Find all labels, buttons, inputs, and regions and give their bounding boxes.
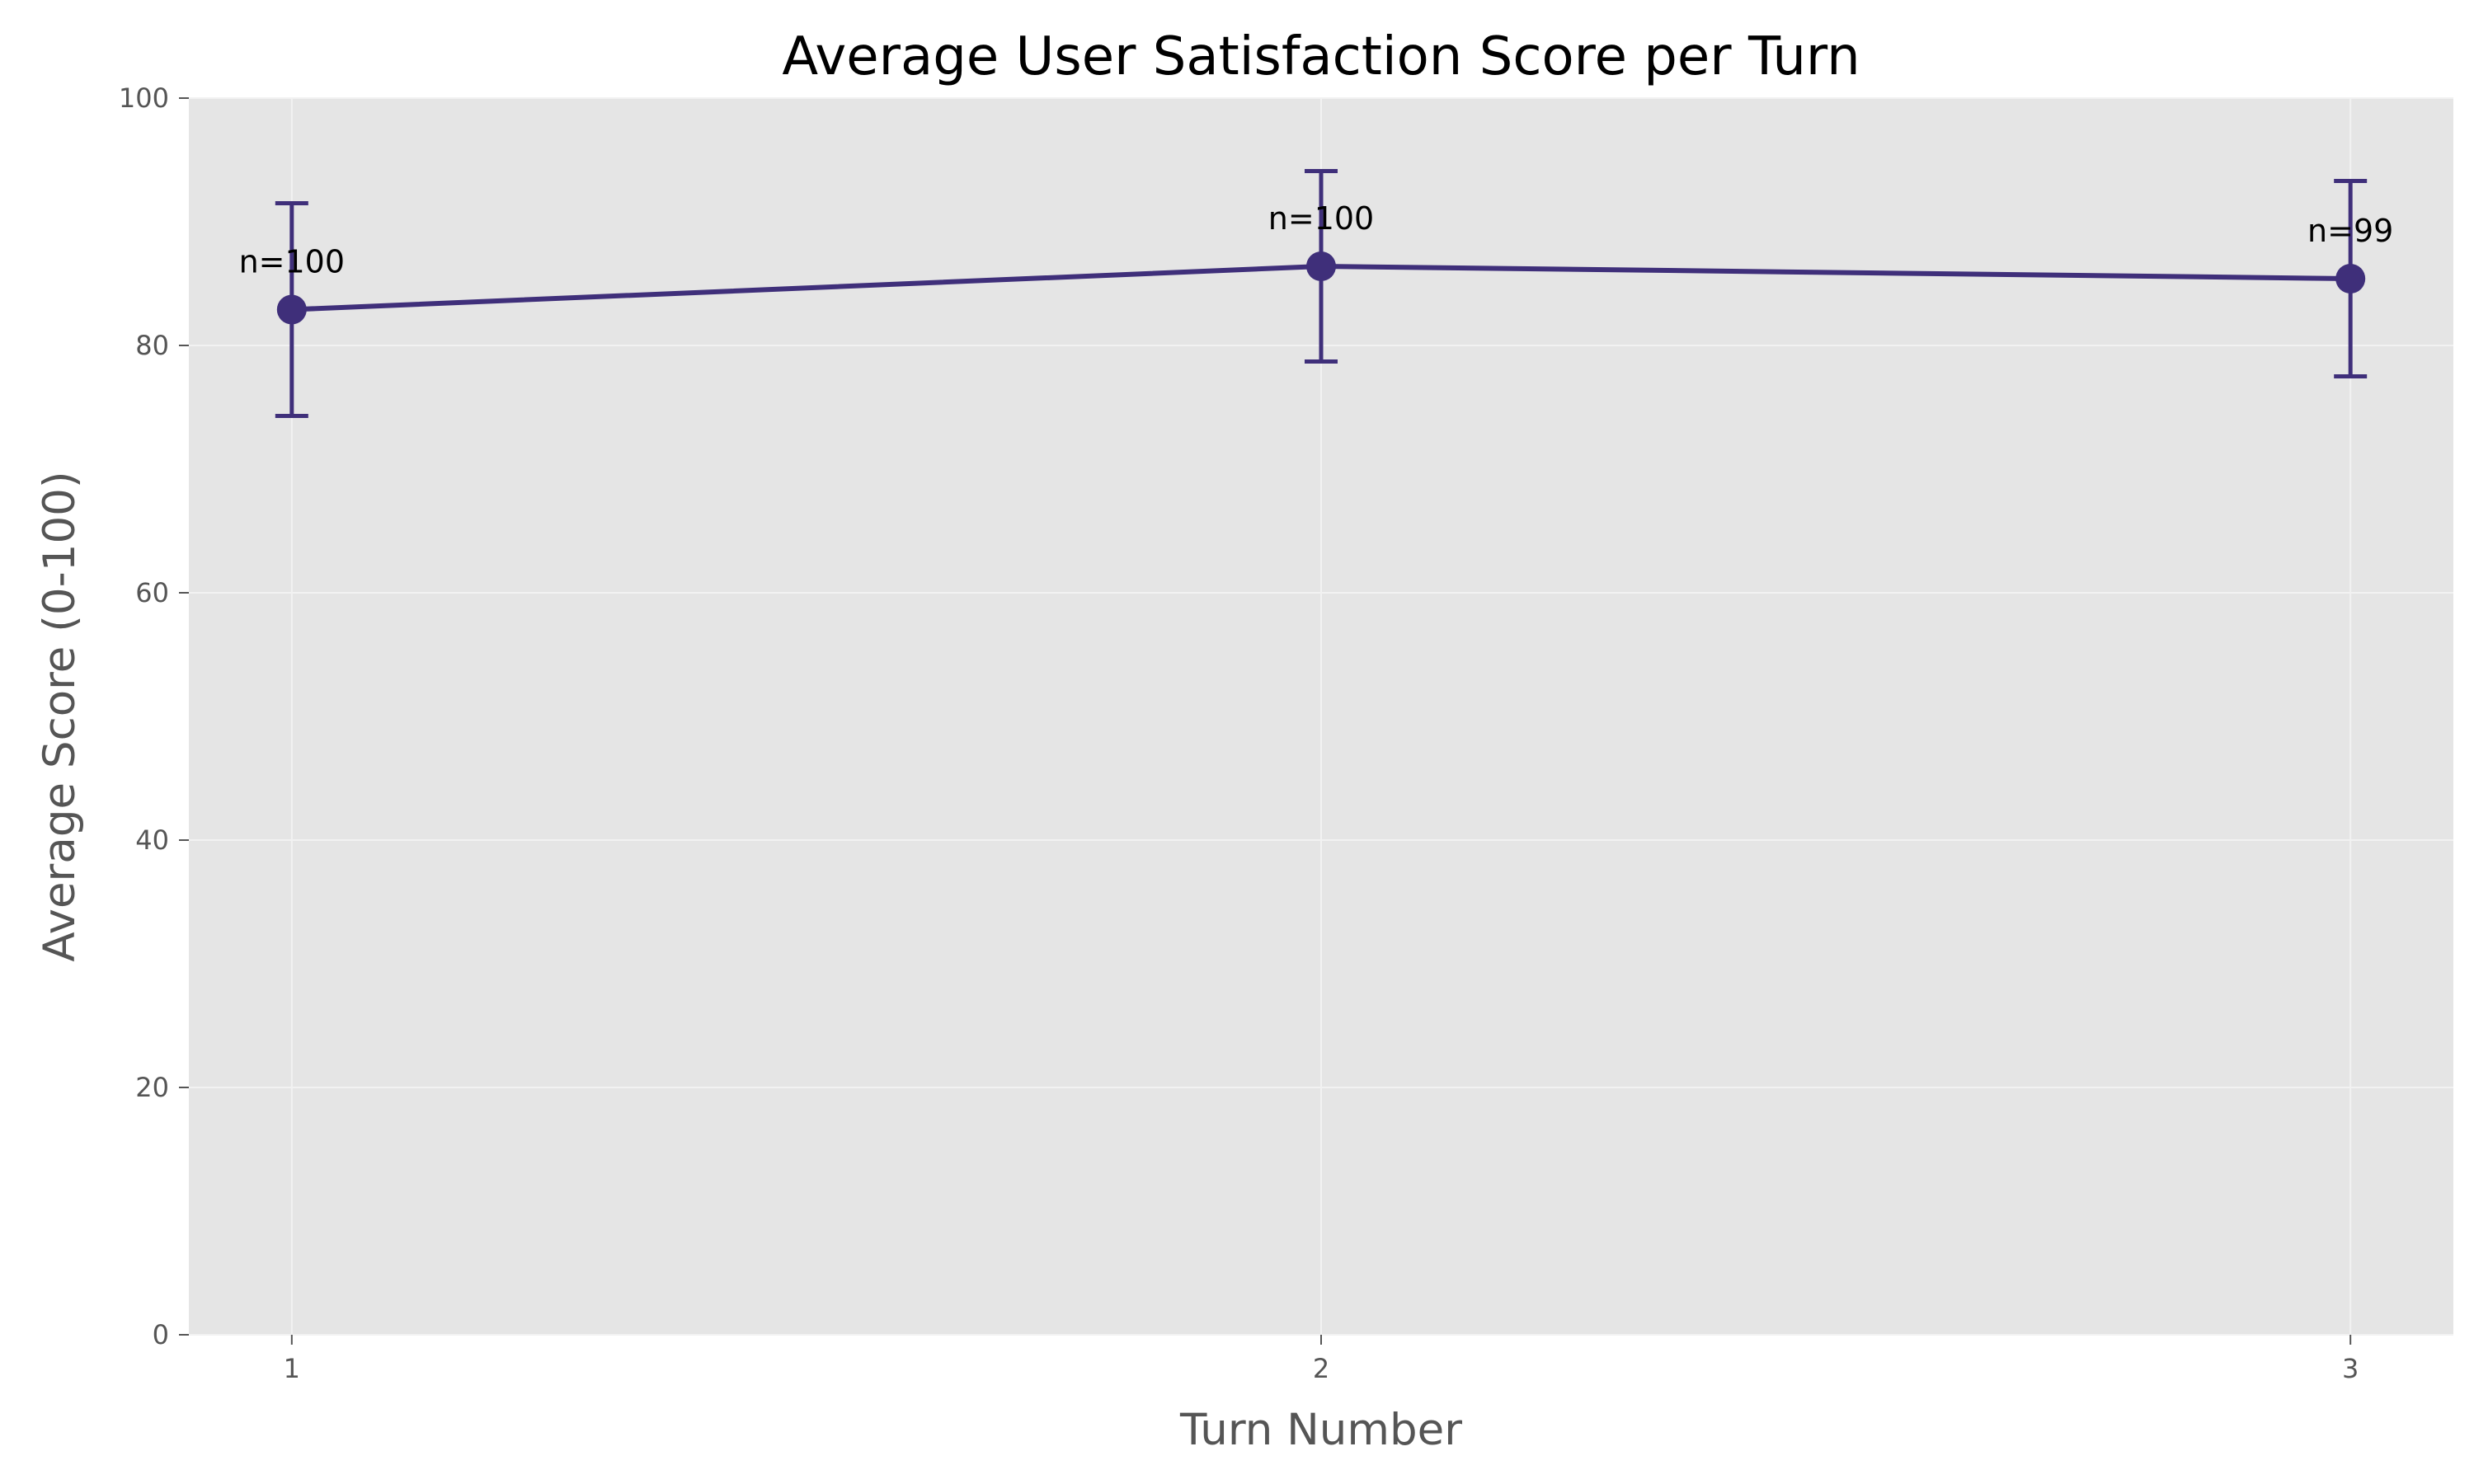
y-tick-label: 40 bbox=[135, 824, 169, 856]
chart-title: Average User Satisfaction Score per Turn bbox=[782, 26, 1860, 87]
x-axis-label: Turn Number bbox=[1179, 1405, 1462, 1455]
x-tick-label: 1 bbox=[284, 1353, 300, 1384]
y-tick-label: 80 bbox=[135, 330, 169, 361]
x-tick-label: 3 bbox=[2342, 1353, 2359, 1384]
point-label: n=100 bbox=[239, 244, 345, 280]
point-label: n=99 bbox=[2307, 213, 2393, 249]
axes: 0 20 40 60 80 100 1 2 3 bbox=[119, 82, 2359, 1384]
labels-group: n=100 n=100 n=99 bbox=[239, 200, 2394, 280]
y-axis-label: Average Score (0-100) bbox=[35, 471, 85, 961]
data-point bbox=[276, 294, 307, 325]
y-tick-label: 100 bbox=[119, 82, 169, 114]
y-tick-label: 60 bbox=[135, 577, 169, 608]
point-label: n=100 bbox=[1268, 200, 1374, 237]
data-point bbox=[2335, 264, 2366, 294]
y-tick-label: 20 bbox=[135, 1072, 169, 1103]
series-group bbox=[275, 169, 2368, 418]
data-point bbox=[1306, 251, 1336, 281]
y-tick-label: 0 bbox=[153, 1319, 169, 1350]
x-tick-label: 2 bbox=[1313, 1353, 1329, 1384]
